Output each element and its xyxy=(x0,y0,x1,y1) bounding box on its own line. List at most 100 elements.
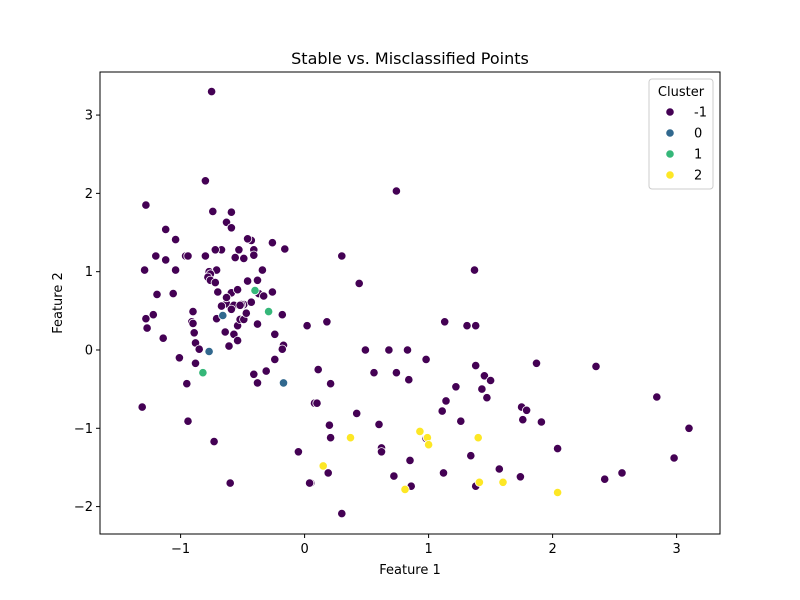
y-axis-label: Feature 2 xyxy=(51,272,66,334)
data-point-cluster--1 xyxy=(243,276,253,286)
y-tick-label: 2 xyxy=(85,187,93,202)
data-point-cluster--1 xyxy=(325,433,336,443)
data-point-cluster-1 xyxy=(250,285,260,296)
data-point-cluster--1 xyxy=(552,443,563,454)
data-point-cluster--1 xyxy=(652,392,662,402)
data-point-cluster--1 xyxy=(360,345,370,355)
y-tick-label: 1 xyxy=(85,265,93,280)
legend-title: Cluster xyxy=(658,85,705,100)
data-point-cluster--1 xyxy=(469,265,480,275)
data-point-cluster--1 xyxy=(485,375,496,386)
data-point-cluster--1 xyxy=(225,478,235,488)
data-point-cluster--1 xyxy=(267,287,277,297)
data-point-cluster--1 xyxy=(183,416,193,426)
data-point-cluster--1 xyxy=(591,361,601,371)
data-point-cluster--1 xyxy=(234,245,244,255)
data-point-cluster--1 xyxy=(669,453,679,463)
legend-items: -1 0 1 2 xyxy=(665,106,707,184)
data-point-cluster--1 xyxy=(226,223,236,233)
data-point-cluster--1 xyxy=(249,250,259,260)
chart-title: Stable vs. Misclassified Points xyxy=(291,49,529,68)
data-point-cluster--1 xyxy=(277,344,287,354)
data-point-cluster--1 xyxy=(220,327,230,337)
data-point-cluster--1 xyxy=(261,366,271,376)
data-point-cluster--1 xyxy=(249,369,259,379)
data-point-cluster--1 xyxy=(451,382,461,392)
data-point-cluster--1 xyxy=(171,235,181,245)
data-point-cluster--1 xyxy=(252,275,263,285)
x-axis-label: Feature 1 xyxy=(379,563,441,578)
legend-label-cluster-2: 2 xyxy=(694,169,702,184)
legend-label-cluster-0: 0 xyxy=(694,127,702,142)
x-tick-label: −1 xyxy=(171,542,190,557)
data-point-cluster--1 xyxy=(141,200,151,210)
plot-points xyxy=(137,87,694,519)
data-point-cluster--1 xyxy=(456,416,466,426)
data-point-cluster--1 xyxy=(405,455,415,465)
data-point-cluster--1 xyxy=(322,317,332,327)
data-point-cluster--1 xyxy=(200,251,210,261)
data-point-cluster--1 xyxy=(216,301,227,311)
data-point-cluster--1 xyxy=(230,253,240,263)
data-point-cluster--1 xyxy=(441,396,451,406)
data-point-cluster--1 xyxy=(183,251,193,261)
data-point-cluster--1 xyxy=(246,297,256,307)
legend: Cluster -1 0 1 2 xyxy=(648,78,714,190)
data-point-cluster--1 xyxy=(391,368,401,378)
data-point-cluster--1 xyxy=(518,415,528,425)
data-point-cluster--1 xyxy=(323,468,333,478)
data-point-cluster-1 xyxy=(263,306,274,317)
data-point-cluster--1 xyxy=(190,358,201,368)
plot-frame xyxy=(99,71,721,535)
data-point-cluster--1 xyxy=(209,436,219,447)
data-point-cluster--1 xyxy=(293,447,303,457)
data-point-cluster--1 xyxy=(531,358,542,368)
data-point-cluster-2 xyxy=(318,461,328,471)
y-tick-label: 3 xyxy=(85,109,93,124)
data-point-cluster--1 xyxy=(402,345,413,355)
legend-marker-cluster-1 xyxy=(665,149,675,159)
legend-marker-cluster-2 xyxy=(665,170,675,180)
data-point-cluster--1 xyxy=(158,333,168,343)
data-point-cluster--1 xyxy=(194,344,204,354)
data-point-cluster--1 xyxy=(270,354,280,364)
data-point-cluster--1 xyxy=(161,255,171,265)
data-point-cluster-2 xyxy=(423,440,434,450)
data-point-cluster--1 xyxy=(226,207,236,217)
data-point-cluster--1 xyxy=(304,478,315,488)
data-point-cluster--1 xyxy=(189,328,199,338)
data-point-cluster--1 xyxy=(151,251,161,261)
data-point-cluster--1 xyxy=(210,277,220,288)
data-point-cluster--1 xyxy=(302,321,312,331)
y-tick-label: −1 xyxy=(74,422,93,437)
data-point-cluster--1 xyxy=(354,278,364,288)
data-point-cluster--1 xyxy=(337,251,347,261)
data-point-cluster--1 xyxy=(471,360,481,371)
data-point-cluster--1 xyxy=(313,364,323,375)
data-point-cluster--1 xyxy=(252,319,263,329)
data-point-cluster--1 xyxy=(210,245,220,255)
data-point-cluster--1 xyxy=(233,285,243,295)
data-point-cluster--1 xyxy=(239,253,249,263)
data-point-cluster--1 xyxy=(440,317,450,327)
data-point-cluster--1 xyxy=(152,289,162,299)
data-point-cluster--1 xyxy=(462,321,472,331)
data-point-cluster--1 xyxy=(257,265,267,275)
data-point-cluster--1 xyxy=(241,308,251,318)
data-point-cluster--1 xyxy=(312,398,322,408)
data-point-cluster--1 xyxy=(208,206,218,216)
data-point-cluster-2 xyxy=(400,484,410,494)
data-point-cluster--1 xyxy=(171,265,181,275)
data-point-cluster--1 xyxy=(188,306,198,317)
data-point-cluster--1 xyxy=(270,329,280,339)
data-point-cluster--1 xyxy=(352,408,362,418)
data-point-cluster--1 xyxy=(259,291,269,301)
data-point-cluster--1 xyxy=(182,379,192,389)
legend-marker-cluster--1 xyxy=(665,107,675,117)
data-point-cluster-0 xyxy=(204,346,214,357)
data-point-cluster--1 xyxy=(438,468,449,478)
x-tick-label: 2 xyxy=(548,542,556,557)
x-axis-ticks: −1 0 1 2 3 xyxy=(171,534,681,557)
data-point-cluster--1 xyxy=(161,224,171,234)
